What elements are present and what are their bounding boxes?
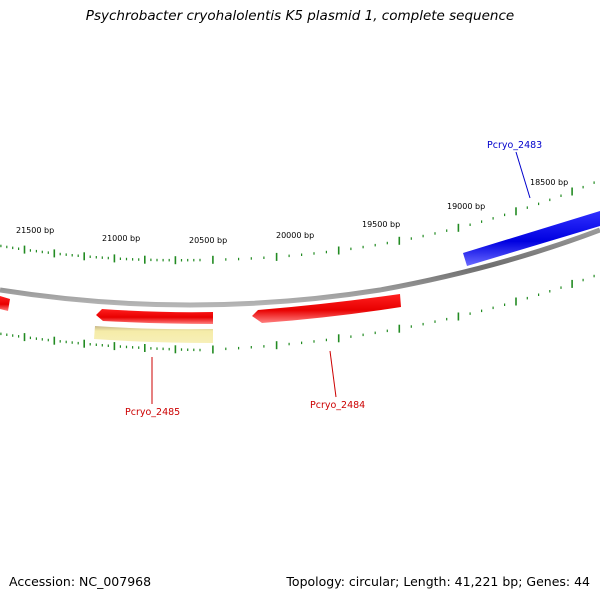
tick-label: 19500 bp: [362, 220, 400, 229]
map-title: Psychrobacter cryohalolentis K5 plasmid …: [85, 8, 515, 24]
gene-label-pcryo-2483[interactable]: Pcryo_2483: [487, 140, 542, 151]
tick-label: 21000 bp: [102, 234, 140, 243]
gene-label-pcryo-2484[interactable]: Pcryo_2484: [310, 400, 365, 411]
gene-label-pcryo-2485[interactable]: Pcryo_2485: [125, 407, 180, 418]
plasmid-backbone: [0, 227, 600, 308]
tick-label: 19000 bp: [447, 202, 485, 211]
tick-label: 21500 bp: [16, 226, 54, 235]
gene-arrow-pcryo-2483[interactable]: [463, 211, 600, 266]
gene-arrow-pcryo-2484[interactable]: [252, 294, 401, 323]
outer-tick-ring: [0, 181, 595, 265]
inner-tick-ring: [0, 274, 595, 354]
tick-label-group: 21500 bp 21000 bp 20500 bp 20000 bp 1950…: [16, 178, 568, 245]
label-leader-pcryo-2484: [329, 350, 337, 398]
topology-summary: Topology: circular; Length: 41,221 bp; G…: [286, 574, 590, 589]
feature-band-yellow[interactable]: [94, 326, 213, 343]
tick-label: 20500 bp: [189, 236, 227, 245]
accession-text: Accession: NC_007968: [9, 574, 152, 589]
tick-label: 18500 bp: [530, 178, 568, 187]
tick-label: 20000 bp: [276, 231, 314, 240]
gene-arrow-pcryo-2485[interactable]: [96, 309, 213, 324]
label-leader-pcryo-2483: [515, 151, 531, 199]
gene-arrow-partial-left[interactable]: [0, 296, 10, 311]
